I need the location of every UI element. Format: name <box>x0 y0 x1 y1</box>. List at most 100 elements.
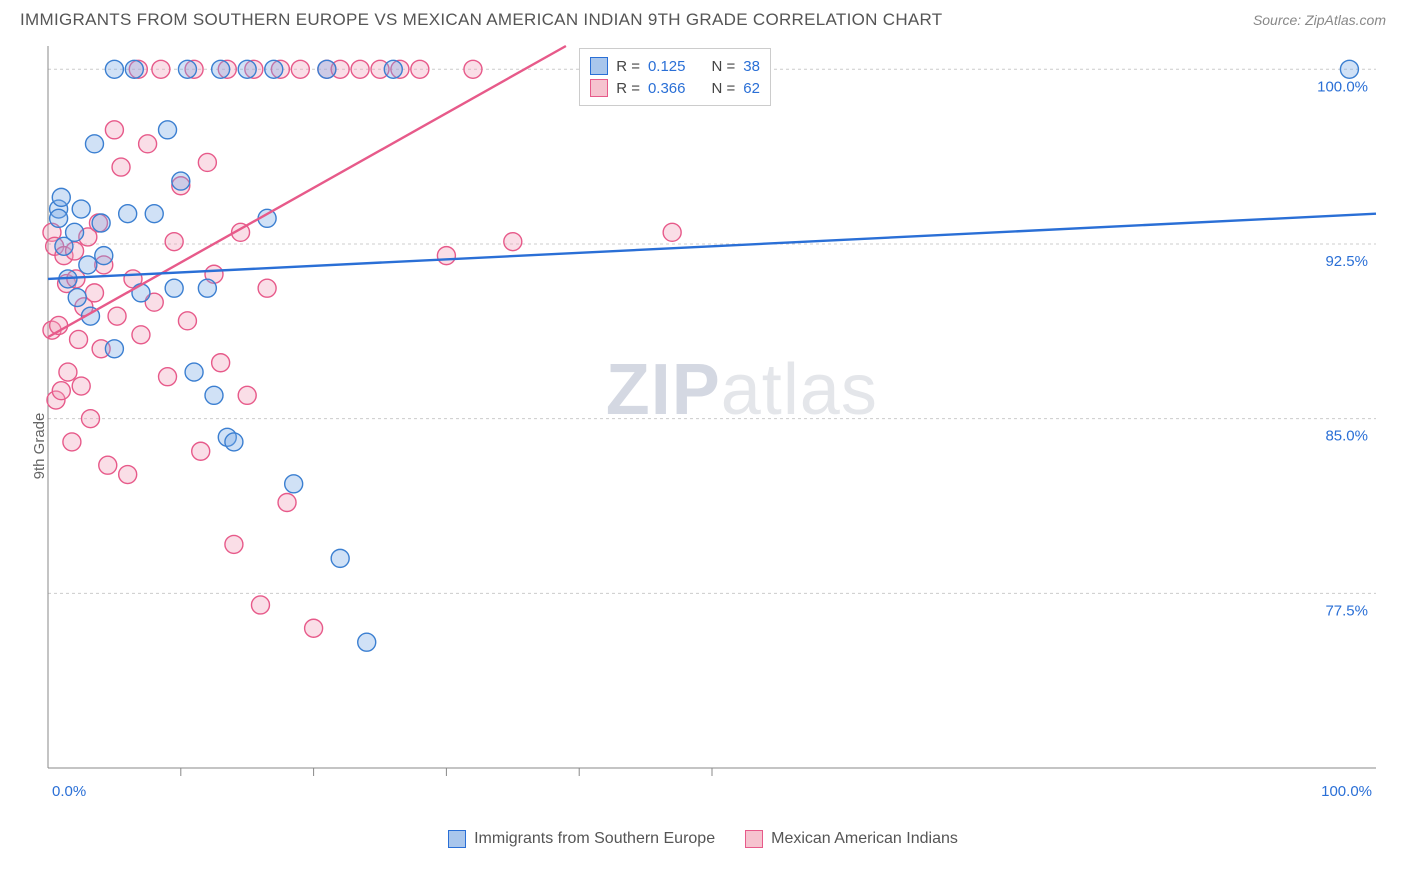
blue-point <box>52 188 70 206</box>
legend-row: R = 0.125 N = 38 <box>590 55 760 77</box>
series-legend-label: Mexican American Indians <box>771 830 958 848</box>
pink-point <box>85 284 103 302</box>
pink-point <box>108 307 126 325</box>
svg-text:0.0%: 0.0% <box>52 783 86 800</box>
blue-point <box>105 340 123 358</box>
pink-point <box>504 233 522 251</box>
pink-point <box>238 386 256 404</box>
blue-point <box>50 209 68 227</box>
svg-text:92.5%: 92.5% <box>1325 253 1368 270</box>
blue-point <box>92 214 110 232</box>
pink-point <box>119 466 137 484</box>
blue-point <box>178 60 196 78</box>
blue-point <box>119 205 137 223</box>
series-legend: Immigrants from Southern Europe Mexican A… <box>0 830 1406 848</box>
pink-point <box>139 135 157 153</box>
pink-trendline <box>48 46 566 337</box>
blue-point <box>165 279 183 297</box>
legend-r-value: 0.125 <box>648 58 686 75</box>
header: IMMIGRANTS FROM SOUTHERN EUROPE VS MEXIC… <box>0 0 1406 36</box>
pink-point <box>258 279 276 297</box>
blue-point <box>1340 60 1358 78</box>
blue-point <box>265 60 283 78</box>
blue-point <box>198 279 216 297</box>
legend-n-label: N = <box>712 58 736 75</box>
blue-point <box>238 60 256 78</box>
pink-point <box>132 326 150 344</box>
svg-text:100.0%: 100.0% <box>1317 78 1368 95</box>
blue-point <box>212 60 230 78</box>
pink-point <box>291 60 309 78</box>
blue-point <box>358 633 376 651</box>
scatter-chart: 77.5% 85.0% 92.5% 100.0% 0.0% 100.0% <box>0 36 1406 856</box>
pink-point <box>411 60 429 78</box>
legend-r-label: R = <box>616 80 640 97</box>
pink-point <box>72 377 90 395</box>
pink-point <box>251 596 269 614</box>
pink-point <box>112 158 130 176</box>
pink-point <box>70 330 88 348</box>
blue-point <box>105 60 123 78</box>
legend-row: R = 0.366 N = 62 <box>590 77 760 99</box>
legend-n-value: 38 <box>743 58 760 75</box>
chart-title: IMMIGRANTS FROM SOUTHERN EUROPE VS MEXIC… <box>20 10 942 30</box>
pink-point <box>437 247 455 265</box>
pink-point <box>351 60 369 78</box>
legend-swatch <box>745 830 763 848</box>
svg-text:100.0%: 100.0% <box>1321 783 1372 800</box>
series-legend-item: Mexican American Indians <box>745 830 958 848</box>
svg-text:85.0%: 85.0% <box>1325 428 1368 445</box>
svg-text:77.5%: 77.5% <box>1325 602 1368 619</box>
blue-point <box>205 386 223 404</box>
blue-point <box>159 121 177 139</box>
blue-point <box>225 433 243 451</box>
chart-area: 9th Grade 77.5% 85.0% 92.5% 100.0% 0.0% 100.0… <box>0 36 1406 856</box>
blue-point <box>145 205 163 223</box>
y-axis-label: 9th Grade <box>31 413 48 480</box>
blue-point <box>285 475 303 493</box>
pink-point <box>178 312 196 330</box>
blue-point <box>85 135 103 153</box>
pink-point <box>99 456 117 474</box>
blue-point <box>79 256 97 274</box>
blue-point <box>185 363 203 381</box>
blue-point <box>95 247 113 265</box>
pink-point <box>305 619 323 637</box>
pink-point <box>225 535 243 553</box>
source-credit: Source: ZipAtlas.com <box>1253 12 1386 28</box>
pink-point <box>192 442 210 460</box>
pink-point <box>464 60 482 78</box>
blue-point <box>68 289 86 307</box>
correlation-legend: R = 0.125 N = 38 R = 0.366 N = 62 <box>579 48 771 106</box>
pink-point <box>105 121 123 139</box>
pink-point <box>663 223 681 241</box>
series-legend-label: Immigrants from Southern Europe <box>474 830 715 848</box>
blue-point <box>384 60 402 78</box>
series-legend-item: Immigrants from Southern Europe <box>448 830 715 848</box>
legend-r-label: R = <box>616 58 640 75</box>
blue-trendline <box>48 214 1376 279</box>
legend-n-value: 62 <box>743 80 760 97</box>
pink-point <box>59 363 77 381</box>
blue-point <box>132 284 150 302</box>
legend-n-label: N = <box>712 80 736 97</box>
legend-r-value: 0.366 <box>648 80 686 97</box>
pink-point <box>81 410 99 428</box>
pink-point <box>165 233 183 251</box>
legend-swatch <box>590 79 608 97</box>
pink-point <box>52 382 70 400</box>
pink-point <box>278 493 296 511</box>
blue-point <box>172 172 190 190</box>
blue-point <box>331 549 349 567</box>
pink-point <box>152 60 170 78</box>
blue-point <box>72 200 90 218</box>
pink-point <box>212 354 230 372</box>
pink-point <box>198 153 216 171</box>
pink-point <box>63 433 81 451</box>
pink-point <box>159 368 177 386</box>
blue-point <box>125 60 143 78</box>
blue-point <box>66 223 84 241</box>
blue-point <box>318 60 336 78</box>
legend-swatch <box>590 57 608 75</box>
legend-swatch <box>448 830 466 848</box>
